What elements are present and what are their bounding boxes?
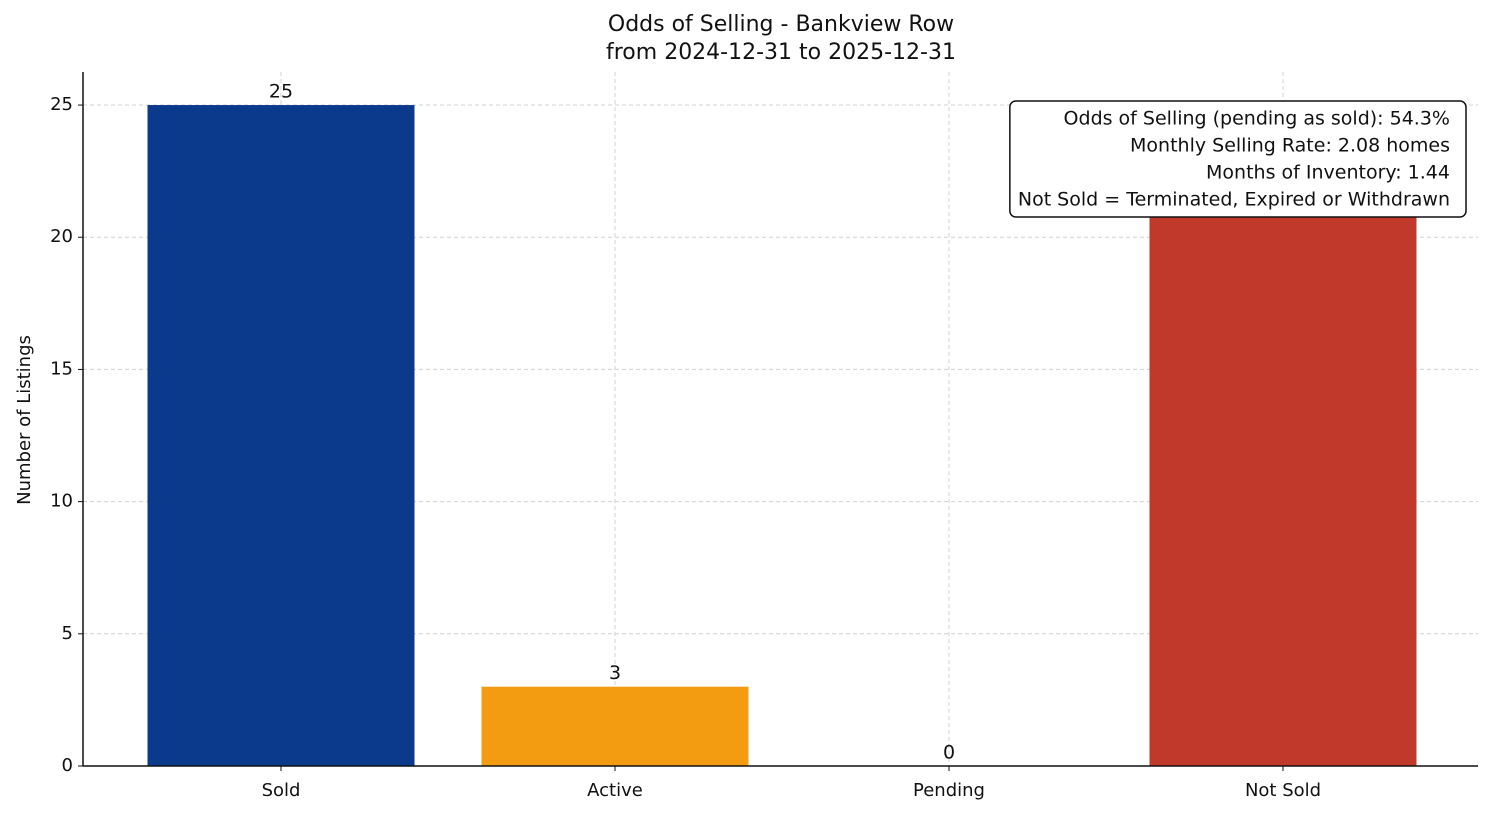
y-axis-label: Number of Listings bbox=[14, 335, 35, 505]
y-tick-label: 15 bbox=[50, 358, 73, 379]
value-label: 3 bbox=[609, 662, 621, 684]
value-label: 25 bbox=[269, 81, 293, 103]
annotation: Odds of Selling (pending as sold): 54.3%… bbox=[1009, 100, 1467, 218]
chart-title: Odds of Selling - Bankview Row bbox=[608, 12, 954, 37]
y-tick-label: 10 bbox=[50, 491, 73, 512]
y-tick-label: 5 bbox=[62, 623, 73, 644]
annotation-line: Months of Inventory: 1.44 bbox=[1206, 162, 1450, 184]
x-tick-label: Not Sold bbox=[1245, 780, 1321, 801]
annotation-line: Monthly Selling Rate: 2.08 homes bbox=[1130, 135, 1450, 157]
chart-subtitle: from 2024-12-31 to 2025-12-31 bbox=[606, 40, 956, 65]
bar bbox=[147, 105, 415, 767]
annotation-line: Not Sold = Terminated, Expired or Withdr… bbox=[1018, 189, 1450, 211]
y-tick-label: 0 bbox=[62, 755, 73, 776]
x-tick-label: Pending bbox=[913, 780, 985, 801]
value-label: 0 bbox=[943, 742, 955, 764]
bar bbox=[1149, 210, 1417, 767]
annotation-line: Odds of Selling (pending as sold): 54.3% bbox=[1064, 108, 1450, 130]
y-tick-label: 20 bbox=[50, 226, 73, 247]
x-tick-label: Active bbox=[587, 780, 643, 801]
annotation-box bbox=[1009, 100, 1467, 218]
bar bbox=[481, 686, 749, 766]
x-tick-label: Sold bbox=[262, 780, 301, 801]
y-tick-label: 25 bbox=[50, 94, 73, 115]
